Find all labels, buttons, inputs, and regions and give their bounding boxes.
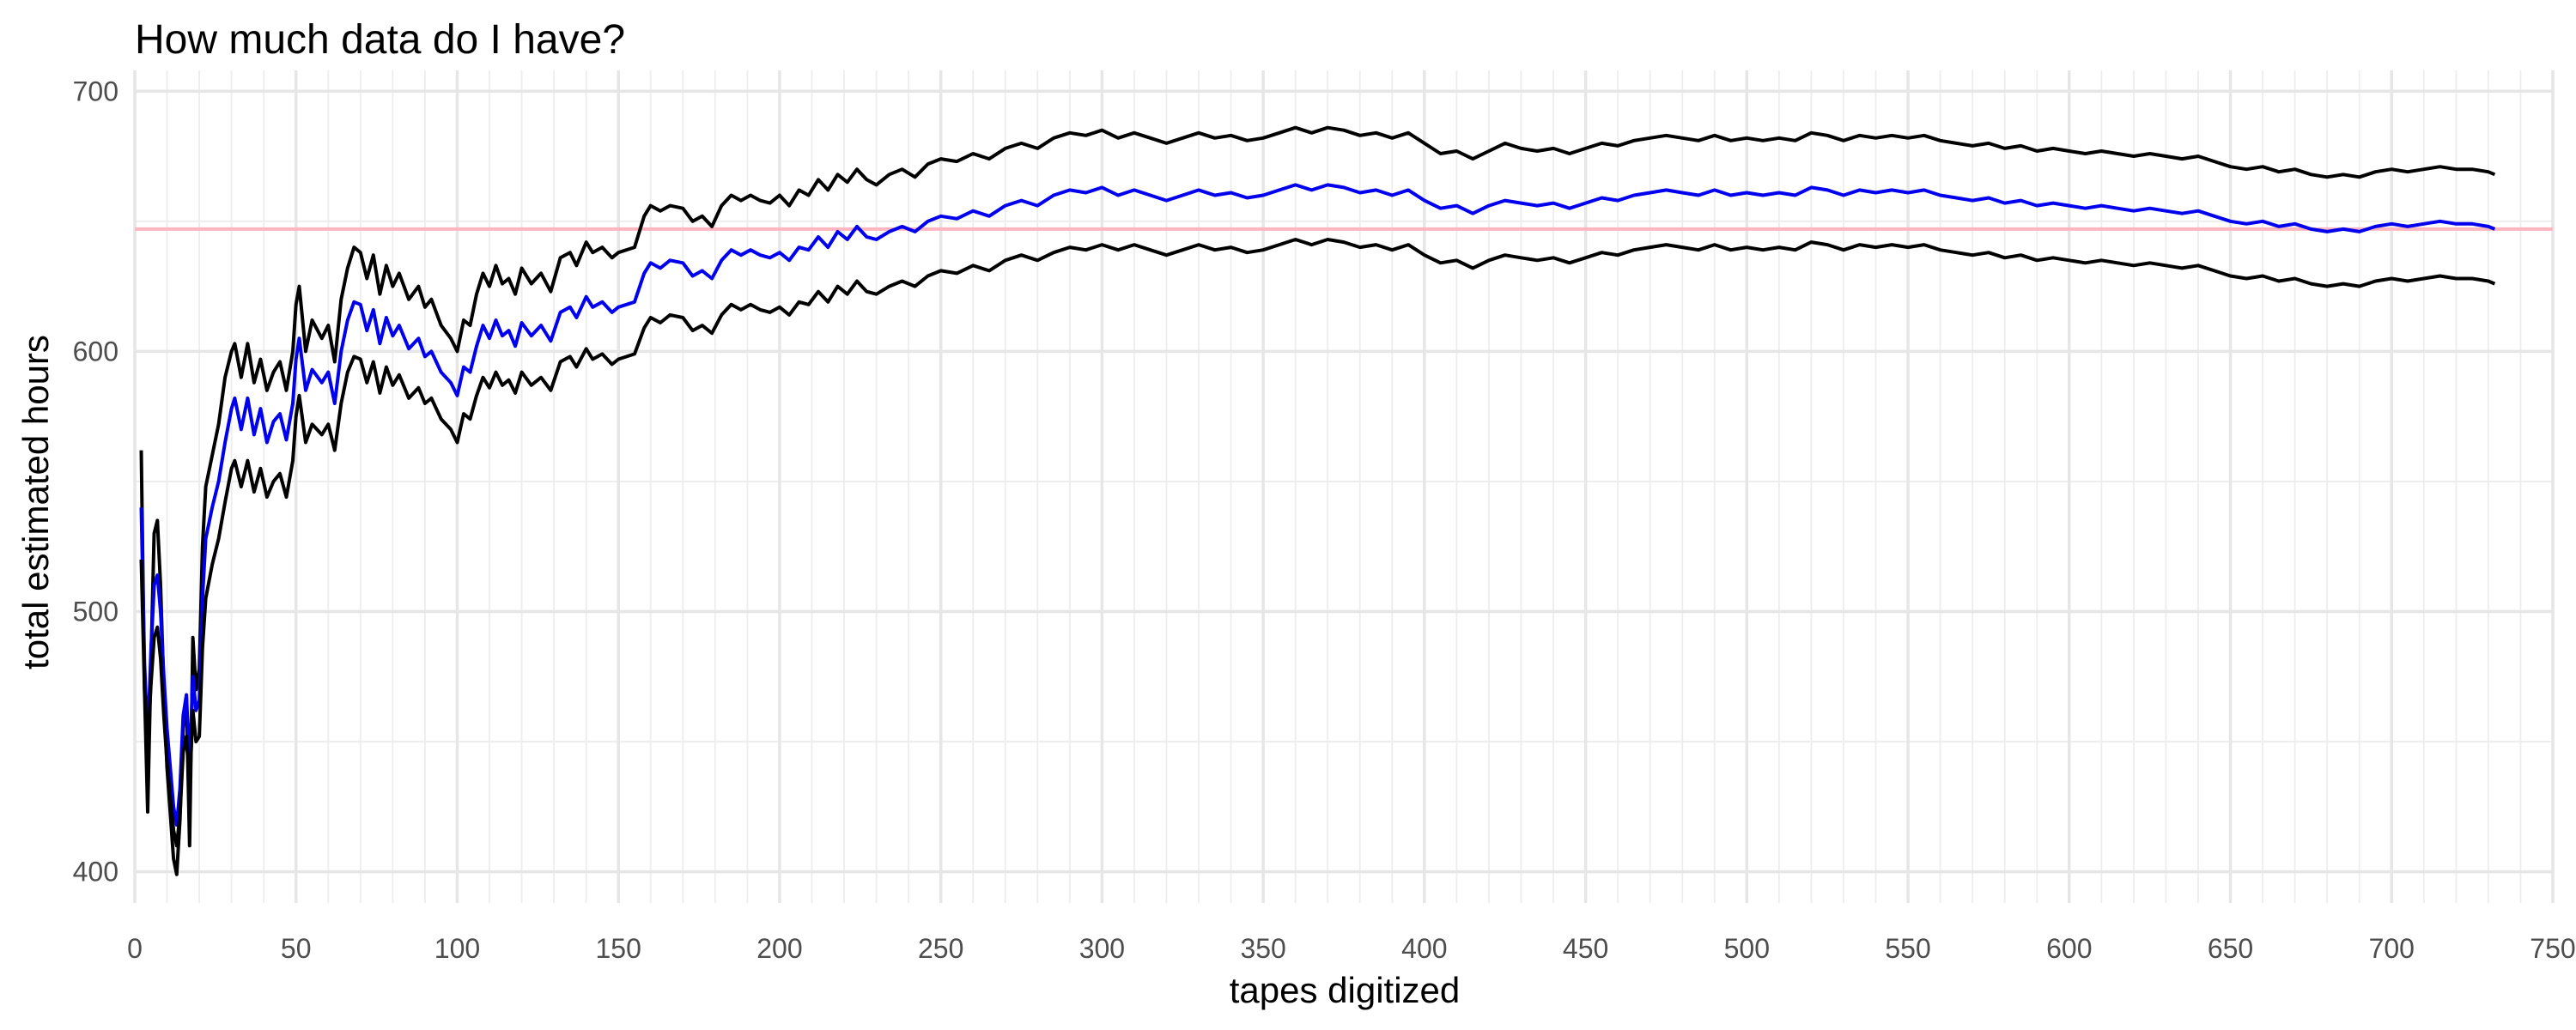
x-tick-label: 450 xyxy=(1563,933,1608,964)
x-tick-label: 300 xyxy=(1079,933,1125,964)
x-axis-title: tapes digitized xyxy=(1230,970,1461,1010)
x-tick-label: 50 xyxy=(281,933,312,964)
x-tick-label: 200 xyxy=(756,933,802,964)
x-tick-label: 0 xyxy=(127,933,143,964)
series-line-1 xyxy=(139,125,2496,876)
grid xyxy=(133,70,2555,903)
series-line-2 xyxy=(139,183,2496,827)
y-tick-label: 700 xyxy=(73,76,118,106)
series-group xyxy=(139,125,2496,876)
y-axis-ticks: 400 500 600 700 xyxy=(73,76,118,887)
x-axis-ticks: 0 50 100 150 200 250 300 350 400 450 500 550 600 650 7… xyxy=(127,933,2576,964)
x-tick-label: 100 xyxy=(434,933,480,964)
series-line-3 xyxy=(139,238,2496,848)
y-axis-title: total estimated hours xyxy=(15,335,56,670)
x-tick-label: 700 xyxy=(2369,933,2415,964)
x-tick-label: 550 xyxy=(1885,933,1930,964)
x-tick-label: 600 xyxy=(2046,933,2092,964)
x-tick-label: 750 xyxy=(2530,933,2575,964)
y-tick-label: 500 xyxy=(73,597,118,627)
x-tick-label: 500 xyxy=(1724,933,1770,964)
y-tick-label: 400 xyxy=(73,857,118,888)
x-tick-label: 400 xyxy=(1401,933,1447,964)
y-tick-label: 600 xyxy=(73,336,118,367)
chart-title: How much data do I have? xyxy=(135,17,625,63)
x-tick-label: 350 xyxy=(1240,933,1285,964)
x-tick-label: 150 xyxy=(596,933,641,964)
x-tick-label: 250 xyxy=(918,933,963,964)
x-tick-label: 650 xyxy=(2208,933,2253,964)
